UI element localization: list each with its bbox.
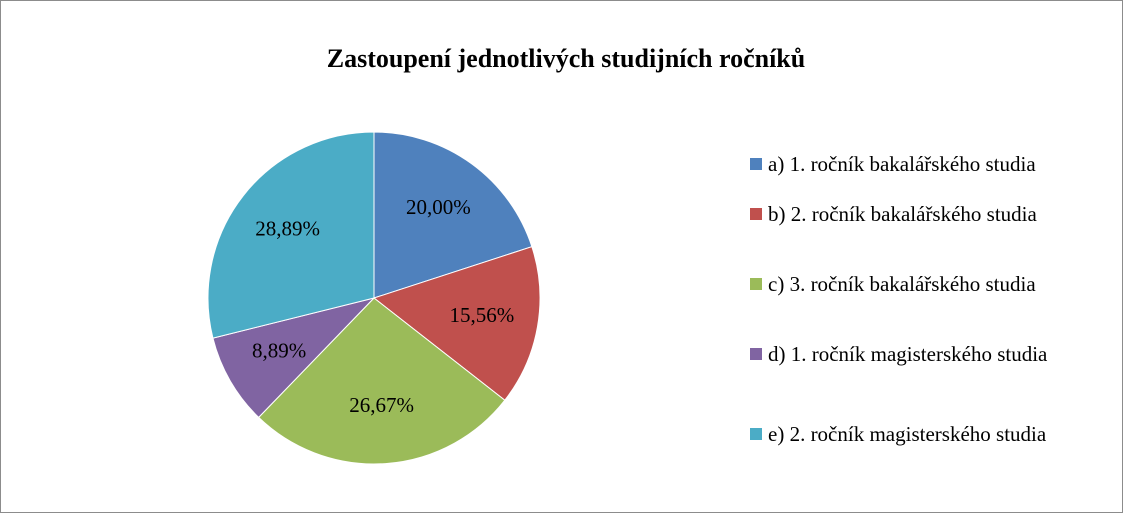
pie-slice bbox=[372, 246, 541, 401]
legend-label: a) 1. ročník bakalářského studia bbox=[768, 152, 1036, 176]
legend-label: e) 2. ročník magisterského studia bbox=[768, 422, 1047, 446]
legend-entry: b) 2. ročník bakalářského studia bbox=[750, 201, 1110, 227]
legend-swatch bbox=[750, 428, 762, 440]
legend-label: d) 1. ročník magisterského studia bbox=[768, 342, 1048, 366]
pie-slice bbox=[257, 297, 506, 465]
legend-swatch bbox=[750, 278, 762, 290]
data-label: 8,89% bbox=[252, 339, 306, 363]
legend-entry: d) 1. ročník magisterského studia bbox=[750, 341, 1110, 367]
data-label: 28,89% bbox=[255, 216, 320, 240]
data-label: 15,56% bbox=[450, 303, 515, 327]
chart-title: Zastoupení jednotlivých studijních roční… bbox=[327, 44, 805, 73]
legend-label: c) 3. ročník bakalářského studia bbox=[768, 272, 1036, 296]
pie-slice bbox=[212, 297, 376, 419]
legend-swatch bbox=[750, 208, 762, 220]
legend-swatch bbox=[750, 348, 762, 360]
legend-entry: a) 1. ročník bakalářského studia bbox=[750, 151, 1110, 177]
pie-slice bbox=[207, 131, 375, 339]
legend-entry: e) 2. ročník magisterského studia bbox=[750, 421, 1110, 447]
data-label: 26,67% bbox=[349, 393, 414, 417]
data-label: 20,00% bbox=[406, 195, 471, 219]
legend-swatch bbox=[750, 158, 762, 170]
legend-label: b) 2. ročník bakalářského studia bbox=[768, 202, 1037, 226]
legend-entry: c) 3. ročník bakalářského studia bbox=[750, 271, 1110, 297]
pie-slice bbox=[373, 131, 533, 299]
